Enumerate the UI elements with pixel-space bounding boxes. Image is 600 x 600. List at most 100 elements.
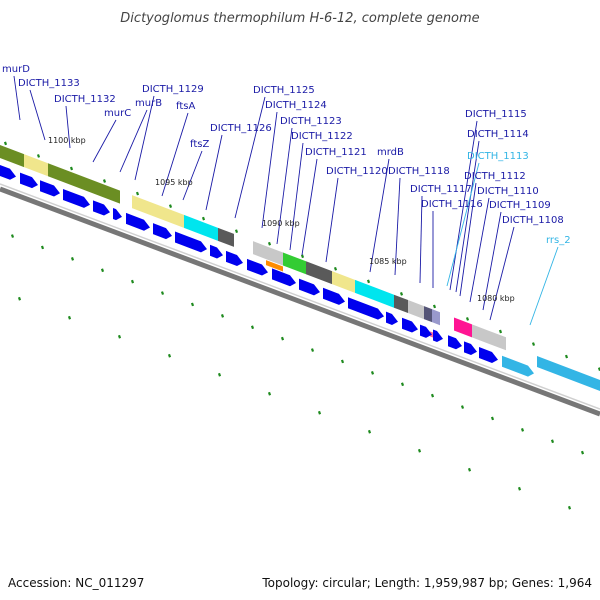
- cog-feature-accent: [266, 260, 283, 272]
- gene-leader-line: [205, 134, 223, 211]
- gc-tick: [100, 268, 105, 273]
- label-layer: Dictyoglomus thermophilum H-6-12, comple…: [2, 11, 592, 590]
- gene-arrow: [402, 317, 418, 333]
- gene-arrow: [20, 172, 38, 189]
- gc-tick: [267, 391, 272, 396]
- gene-leader-line: [469, 197, 490, 303]
- gene-label-dicth-1122: DICTH_1122: [291, 131, 353, 142]
- gene-arrow: [153, 223, 172, 240]
- gene-leader-line: [325, 177, 339, 263]
- gc-tick-layer: [3, 141, 600, 510]
- genome-backbone: [0, 186, 600, 417]
- gc-tick: [333, 266, 338, 271]
- gene-leader-line: [276, 127, 293, 245]
- gc-tick: [531, 342, 536, 346]
- gene-arrow: [448, 335, 462, 350]
- gene-label-dicth-1114: DICTH_1114: [467, 129, 529, 140]
- gc-tick: [467, 467, 472, 472]
- cog-feature-block: [24, 154, 48, 177]
- gc-tick: [36, 154, 41, 158]
- gene-leader-line: [419, 195, 423, 284]
- accession-label: Accession: NC_011297: [8, 576, 144, 590]
- gc-tick: [517, 486, 522, 491]
- cog-feature-block: [472, 324, 488, 344]
- gene-arrow: [420, 324, 432, 338]
- gc-tick: [250, 325, 255, 330]
- cog-feature-block: [157, 204, 184, 228]
- gene-arrow: [247, 258, 268, 276]
- gc-tick: [498, 329, 503, 334]
- gene-label-dicth-1112: DICTH_1112: [464, 171, 526, 182]
- gc-tick: [399, 292, 404, 296]
- gene-leader-line: [301, 158, 318, 256]
- map-title: Dictyoglomus thermophilum H-6-12, comple…: [120, 11, 479, 26]
- gene-label-dicth-1108: DICTH_1108: [502, 215, 564, 226]
- cog-feature-block: [355, 279, 394, 308]
- gene-arrow: [40, 180, 60, 197]
- cog-feature-block: [283, 252, 306, 275]
- cog-feature-block: [454, 317, 472, 338]
- gene-leader-line: [369, 158, 390, 273]
- gene-label-murb: murB: [135, 98, 162, 109]
- gene-leader-line: [529, 246, 559, 326]
- gene-arrow: [0, 165, 16, 180]
- gene-leader-line: [13, 75, 21, 121]
- gene-label-dicth-1132: DICTH_1132: [54, 94, 116, 105]
- gene-label-dicth-1116: DICTH_1116: [421, 199, 483, 210]
- cog-feature-block: [432, 309, 440, 326]
- gc-tick: [217, 372, 222, 377]
- gc-tick: [300, 254, 305, 259]
- gc-tick: [400, 382, 405, 387]
- gc-tick: [340, 359, 345, 364]
- gene-label-dicth-1124: DICTH_1124: [265, 100, 327, 111]
- gc-tick: [310, 348, 315, 352]
- scale-label-1085: 1085 kbp: [369, 257, 407, 266]
- gene-arrow: [93, 200, 110, 216]
- gene-leader-line: [134, 95, 155, 181]
- cog-feature-block: [218, 227, 234, 247]
- cog-feature-block: [332, 271, 355, 293]
- backbone-layer: [0, 183, 600, 417]
- gene-arrow: [348, 297, 384, 320]
- cog-feature-block: [132, 195, 157, 218]
- gc-tick: [367, 429, 372, 434]
- cog-feature-block: [48, 163, 75, 187]
- gene-label-rrs-2: rrs_2: [546, 235, 571, 246]
- gc-tick: [460, 405, 465, 409]
- cog-feature-block: [0, 145, 24, 168]
- gene-label-dicth-1133: DICTH_1133: [18, 78, 80, 89]
- gc-tick: [317, 410, 322, 415]
- cog-feature-block: [306, 261, 332, 285]
- gc-tick: [220, 314, 225, 318]
- gene-arrow: [433, 329, 443, 343]
- gene-leader-line: [92, 119, 117, 163]
- gene-leader-line: [119, 109, 148, 173]
- gene-leader-line: [289, 142, 304, 251]
- gc-tick: [490, 416, 495, 421]
- gene-arrow: [210, 244, 223, 259]
- cog-feature-block: [488, 330, 506, 351]
- gene-arrow: [126, 212, 150, 231]
- gc-tick: [201, 216, 206, 221]
- gc-tick: [40, 245, 45, 250]
- gene-label-dicth-1123: DICTH_1123: [280, 116, 342, 127]
- gene-arrow: [479, 347, 498, 363]
- gene-label-ftsa: ftsA: [176, 101, 195, 112]
- gc-tick: [430, 393, 435, 398]
- gc-tick: [432, 304, 437, 309]
- gene-label-dicth-1121: DICTH_1121: [305, 147, 367, 158]
- gc-tick: [3, 141, 8, 146]
- gene-leader-line: [449, 120, 478, 291]
- gc-tick: [67, 315, 72, 320]
- gene-label-dicth-1113: DICTH_1113: [467, 151, 529, 162]
- gene-label-dicth-1129: DICTH_1129: [142, 84, 204, 95]
- gc-tick: [167, 353, 172, 358]
- gene-arrow: [113, 207, 122, 221]
- gene-label-dicth-1120: DICTH_1120: [326, 166, 388, 177]
- gene-leader-line: [234, 96, 266, 219]
- gene-arrow: [386, 311, 398, 325]
- gene-label-mrdb: mrdB: [377, 147, 404, 158]
- gene-label-murd: murD: [2, 64, 30, 75]
- gc-tick: [160, 291, 165, 295]
